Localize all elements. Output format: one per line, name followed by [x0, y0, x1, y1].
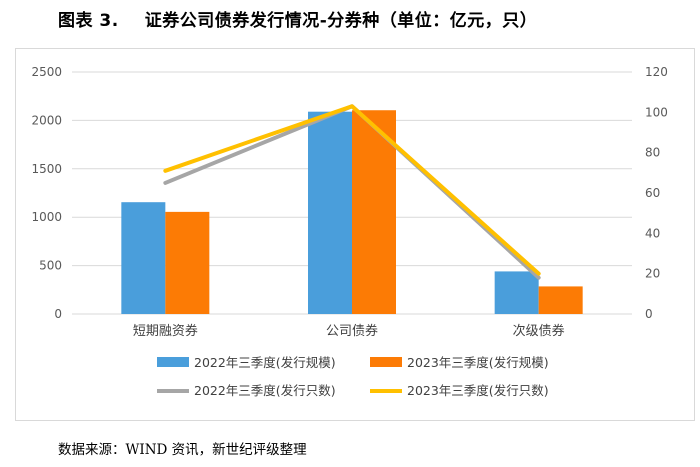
chart-frame: [15, 48, 695, 421]
right-axis-tick-label: 40: [645, 226, 660, 240]
figure-title-text: 证券公司债券发行情况-分券种（单位：亿元，只）: [144, 11, 538, 31]
left-axis-tick-label: 2000: [31, 113, 62, 127]
line-2023: [163, 104, 541, 276]
left-axis-tick-label: 2500: [31, 65, 62, 79]
legend-bar-2023-swatch: [370, 357, 402, 367]
left-axis-tick-label: 1000: [31, 210, 62, 224]
bar-2022-2: [494, 271, 539, 314]
legend-bar-2022-swatch: [157, 357, 189, 367]
legend-line-2023-label: 2023年三季度(发行只数): [407, 383, 549, 398]
right-axis-tick-label: 0: [645, 307, 653, 321]
figure-label: 图表 3.: [58, 11, 119, 31]
legend-line-2022-label: 2022年三季度(发行只数): [194, 383, 336, 398]
right-axis-tick-label: 80: [645, 146, 660, 160]
data-source: 数据来源：WIND 资讯，新世纪评级整理: [58, 442, 307, 458]
left-axis-tick-label: 1500: [31, 162, 62, 176]
bar-2022-0: [121, 202, 166, 314]
bar-2023-0: [165, 211, 210, 314]
legend-bar-2023-label: 2023年三季度(发行规模): [407, 355, 549, 370]
figure-title: 图表 3. 证券公司债券发行情况-分券种（单位：亿元，只）: [58, 6, 537, 31]
bar-2023-2: [538, 286, 583, 314]
right-axis-tick-label: 120: [645, 65, 668, 79]
category-label: 次级债券: [513, 323, 565, 339]
bar-2023-1: [352, 110, 396, 315]
category-label: 公司债券: [326, 323, 378, 339]
category-label: 短期融资券: [133, 323, 198, 339]
right-axis-tick-label: 60: [645, 186, 660, 200]
left-axis-tick-label: 0: [54, 307, 62, 321]
right-axis-tick-label: 20: [645, 267, 660, 281]
legend-bar-2022-label: 2022年三季度(发行规模): [194, 355, 336, 370]
bar-2022-1: [308, 111, 352, 314]
right-axis-tick-label: 100: [645, 105, 668, 119]
left-axis-tick-label: 500: [39, 259, 62, 273]
